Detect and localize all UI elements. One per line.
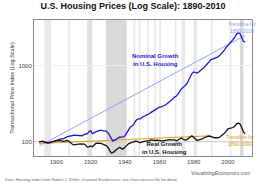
svg-text:1920: 1920 xyxy=(84,159,98,165)
svg-text:Data: Housing Index from Rober: Data: Housing Index from Robert J. Shill… xyxy=(5,177,178,182)
svg-text:100: 100 xyxy=(22,139,33,145)
svg-text:VisualizingEconomics.com: VisualizingEconomics.com xyxy=(191,170,250,176)
svg-text:2000: 2000 xyxy=(221,159,235,165)
svg-text:1940: 1940 xyxy=(118,159,132,165)
svg-text:Trendline for1890-2010: Trendline for1890-2010 xyxy=(228,21,256,34)
svg-text:Trendline for1890-1990: Trendline for1890-1990 xyxy=(226,134,254,147)
svg-text:1000: 1000 xyxy=(18,63,32,69)
svg-text:Transactional Price Index (Log: Transactional Price Index (Log Scale) xyxy=(9,42,15,134)
svg-text:1900: 1900 xyxy=(50,159,64,165)
svg-text:U.S. Housing Prices (Log Scale: U.S. Housing Prices (Log Scale): 1890-20… xyxy=(40,1,225,11)
svg-text:Real Growthin U.S. Housing: Real Growthin U.S. Housing xyxy=(142,141,187,155)
svg-text:1980: 1980 xyxy=(187,159,201,165)
svg-text:Nominal Growthin U.S. Housing: Nominal Growthin U.S. Housing xyxy=(132,53,179,67)
svg-text:1960: 1960 xyxy=(153,159,167,165)
